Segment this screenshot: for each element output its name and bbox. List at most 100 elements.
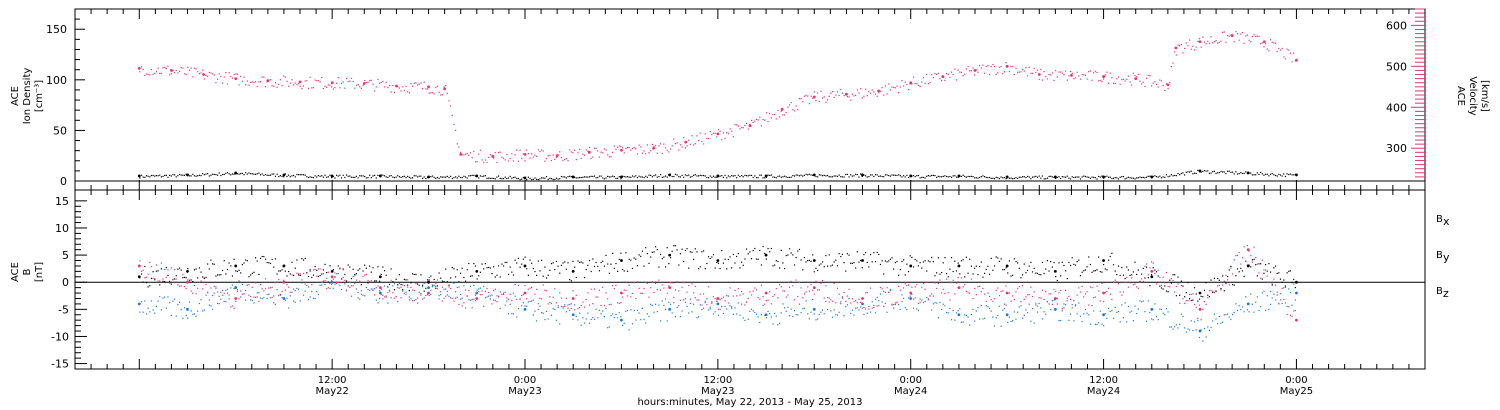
scatter-mark bbox=[1000, 66, 1002, 68]
scatter-mark bbox=[802, 269, 804, 271]
scatter-mark bbox=[810, 311, 812, 313]
scatter-mark bbox=[752, 290, 754, 292]
scatter-mark bbox=[927, 298, 929, 300]
scatter-mark bbox=[486, 161, 488, 163]
scatter-mark bbox=[831, 91, 834, 93]
scatter-mark bbox=[405, 291, 407, 293]
scatter-mark bbox=[995, 289, 997, 291]
scatter-mark bbox=[851, 309, 853, 311]
scatter-mark bbox=[856, 302, 858, 304]
scatter-mark bbox=[969, 175, 971, 178]
scatter-mark bbox=[1066, 79, 1068, 81]
scatter-mark bbox=[878, 253, 880, 256]
scatter-mark bbox=[302, 174, 305, 176]
scatter-mark bbox=[314, 268, 316, 271]
scatter-mark bbox=[864, 88, 867, 90]
scatter-mark bbox=[1157, 176, 1159, 178]
scatter-mark bbox=[357, 177, 359, 179]
scatter-mark bbox=[1060, 289, 1062, 292]
scatter-mark bbox=[949, 307, 951, 310]
scatter-mark bbox=[1050, 74, 1052, 76]
scatter-mark bbox=[142, 281, 144, 283]
scatter-mark bbox=[253, 271, 255, 273]
scatter-mark bbox=[491, 303, 493, 305]
scatter-mark bbox=[623, 322, 625, 324]
data-point bbox=[812, 286, 816, 290]
scatter-mark bbox=[669, 173, 672, 175]
scatter-mark bbox=[1154, 272, 1156, 275]
scatter-mark bbox=[327, 281, 329, 283]
scatter-mark bbox=[575, 276, 577, 279]
scatter-mark bbox=[666, 149, 668, 151]
scatter-mark bbox=[288, 270, 290, 273]
scatter-mark bbox=[293, 84, 295, 86]
scatter-mark bbox=[944, 175, 946, 177]
scatter-mark bbox=[803, 95, 806, 97]
scatter-mark bbox=[524, 160, 526, 162]
scatter-mark bbox=[311, 284, 313, 286]
scatter-mark bbox=[1046, 78, 1049, 80]
scatter-mark bbox=[291, 261, 293, 263]
scatter-mark bbox=[458, 175, 460, 177]
scatter-mark bbox=[202, 288, 204, 290]
scatter-mark bbox=[762, 245, 764, 248]
scatter-mark bbox=[754, 287, 756, 289]
scatter-mark bbox=[972, 67, 974, 69]
scatter-mark bbox=[597, 265, 599, 267]
scatter-mark bbox=[147, 273, 149, 275]
data-point bbox=[523, 307, 527, 311]
data-point bbox=[282, 173, 286, 177]
data-point bbox=[973, 69, 977, 72]
scatter-mark bbox=[1079, 275, 1082, 277]
scatter-mark bbox=[721, 174, 723, 177]
scatter-mark bbox=[853, 175, 855, 177]
scatter-mark bbox=[945, 312, 948, 314]
scatter-mark bbox=[970, 175, 972, 177]
scatter-mark bbox=[1018, 71, 1020, 73]
scatter-mark bbox=[1127, 75, 1130, 77]
scatter-mark bbox=[514, 283, 516, 286]
y-label-right-line3: [km/s] bbox=[1479, 80, 1490, 112]
scatter-mark bbox=[536, 155, 538, 158]
data-point bbox=[523, 291, 527, 295]
scatter-mark bbox=[678, 176, 680, 178]
scatter-mark bbox=[969, 292, 971, 294]
scatter-mark bbox=[575, 315, 577, 318]
scatter-mark bbox=[1274, 265, 1277, 267]
scatter-mark bbox=[858, 92, 860, 94]
scatter-mark bbox=[818, 100, 820, 103]
scatter-mark bbox=[577, 177, 579, 179]
scatter-mark bbox=[218, 302, 220, 305]
scatter-mark bbox=[1076, 294, 1078, 296]
scatter-mark bbox=[511, 153, 513, 155]
scatter-mark bbox=[1276, 175, 1278, 177]
scatter-mark bbox=[1256, 35, 1258, 37]
scatter-mark bbox=[858, 261, 860, 263]
scatter-mark bbox=[1073, 78, 1075, 80]
scatter-mark bbox=[775, 177, 777, 179]
scatter-mark bbox=[502, 177, 505, 180]
scatter-mark bbox=[1281, 302, 1283, 304]
scatter-mark bbox=[564, 176, 566, 178]
scatter-mark bbox=[483, 285, 485, 288]
scatter-mark bbox=[321, 281, 323, 283]
data-point bbox=[1198, 307, 1202, 311]
scatter-mark bbox=[1241, 257, 1244, 259]
scatter-mark bbox=[628, 147, 630, 149]
scatter-mark bbox=[835, 302, 837, 304]
scatter-mark bbox=[802, 175, 804, 177]
scatter-mark bbox=[359, 298, 361, 300]
y-tick-label-right: 400 bbox=[1386, 101, 1407, 114]
scatter-mark bbox=[1240, 171, 1242, 174]
scatter-mark bbox=[388, 290, 391, 292]
scatter-mark bbox=[360, 87, 362, 89]
scatter-mark bbox=[521, 305, 523, 307]
scatter-mark bbox=[147, 307, 149, 309]
scatter-mark bbox=[1096, 178, 1098, 180]
scatter-mark bbox=[464, 176, 467, 178]
scatter-mark bbox=[1028, 303, 1030, 305]
scatter-mark bbox=[352, 285, 354, 287]
scatter-mark bbox=[484, 296, 486, 299]
scatter-mark bbox=[507, 273, 510, 276]
scatter-mark bbox=[200, 271, 202, 273]
